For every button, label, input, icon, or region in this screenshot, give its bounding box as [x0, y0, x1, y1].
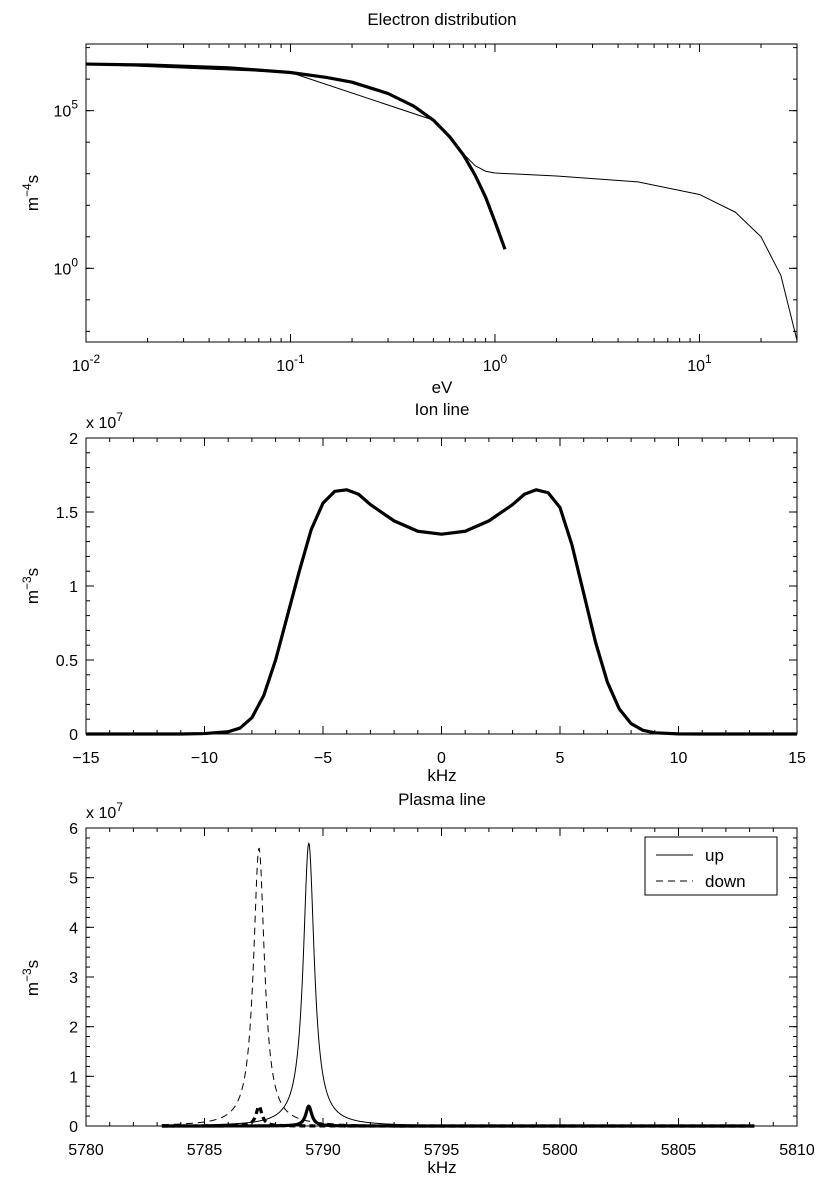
- tick-layer: 10-2 10-1 100 101 100 105: [54, 44, 797, 375]
- legend-label-up: up: [705, 846, 724, 865]
- plot-frame: [85, 437, 798, 735]
- y-tick-label: 0.5: [56, 653, 78, 670]
- series-line-thick-dashed: [160, 1104, 756, 1128]
- y-tick-label: 0: [69, 727, 78, 744]
- y-tick-label: 2: [69, 431, 78, 448]
- y-axis-label: m−4s: [20, 175, 42, 211]
- y-axis-label: m−3s: [20, 568, 42, 604]
- y-tick-label: 1.5: [56, 505, 78, 522]
- x-tick-label: 5780: [68, 1142, 104, 1159]
- x-axis-label: kHz: [427, 766, 456, 785]
- legend: up down: [644, 836, 778, 896]
- y-tick-label: 5: [69, 871, 78, 888]
- panel-title: Plasma line: [398, 790, 486, 809]
- plot-frame: [85, 827, 798, 1127]
- y-multiplier: x 107: [86, 800, 123, 822]
- series-line-thick-solid: [85, 62, 507, 250]
- x-axis-label: kHz: [427, 1158, 456, 1177]
- x-tick-label: −5: [314, 750, 332, 767]
- x-tick-label: 5795: [424, 1142, 460, 1159]
- y-tick-label: 0: [69, 1119, 78, 1136]
- x-tick-label: 100: [483, 352, 508, 375]
- x-tick-label: 101: [687, 352, 712, 375]
- y-tick-label: 100: [54, 255, 79, 278]
- x-tick-label: 5: [556, 750, 565, 767]
- series-line-thick-solid: [86, 488, 797, 736]
- plasma-line-panel: Plasma line x 107 5780 5785 5790 5795 5800 58…: [20, 790, 815, 1177]
- x-tick-label: −15: [72, 750, 99, 767]
- electron-distribution-panel: Electron distribution 10-2 10-1 100 1011001…: [20, 10, 798, 397]
- legend-label-down: down: [705, 872, 746, 891]
- y-tick-label: 6: [69, 821, 78, 838]
- y-tick-label: 4: [69, 920, 78, 937]
- y-tick-label: 2: [69, 1020, 78, 1037]
- panel-title: Ion line: [415, 400, 470, 419]
- x-tick-label: 5790: [305, 1142, 341, 1159]
- x-tick-label: 5785: [187, 1142, 223, 1159]
- y-multiplier: x 107: [86, 410, 123, 432]
- x-tick-label: 10: [670, 750, 688, 767]
- x-tick-label: 15: [788, 750, 806, 767]
- x-tick-label: 0: [437, 750, 446, 767]
- plot-frame: [85, 43, 798, 343]
- x-tick-label: 5800: [542, 1142, 578, 1159]
- panel-title: Electron distribution: [367, 10, 516, 29]
- y-tick-label: 3: [69, 970, 78, 987]
- legend-box: [644, 836, 778, 896]
- x-tick-label: 10-2: [72, 352, 101, 375]
- curve-layer: [85, 62, 798, 341]
- curve-layer: [86, 488, 797, 736]
- series-line-thick-solid: [160, 1104, 756, 1128]
- x-axis-label: eV: [432, 378, 453, 397]
- y-tick-label: 1: [69, 1069, 78, 1086]
- ion-line-panel: Ion line x 107 −15 −10 −5 0 5 10 15 0 0.5 1 1.5 2 k…: [20, 400, 806, 785]
- y-tick-label: 1: [69, 579, 78, 596]
- x-tick-label: −10: [191, 750, 218, 767]
- x-tick-label: 5805: [661, 1142, 697, 1159]
- x-tick-label: 10-1: [276, 352, 305, 375]
- series-line-thin-solid: [85, 63, 798, 341]
- y-tick-label: 105: [54, 98, 79, 121]
- tick-layer: −15 −10 −5 0 5 10 15 0 0.5 1 1.5 2: [56, 431, 806, 767]
- y-axis-label: m−3s: [20, 960, 42, 996]
- x-tick-label: 5810: [779, 1142, 815, 1159]
